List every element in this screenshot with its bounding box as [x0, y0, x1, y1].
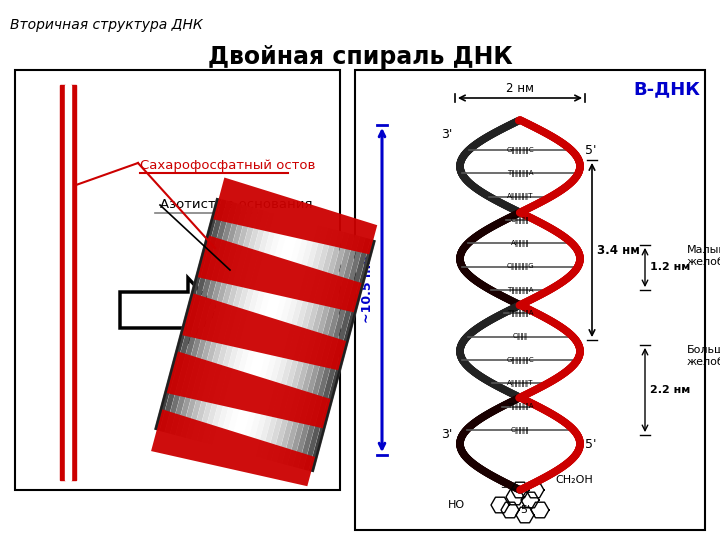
Text: 1.2 нм: 1.2 нм — [650, 262, 690, 272]
Text: 5': 5' — [585, 144, 596, 157]
Text: C‖‖‖: C‖‖‖ — [513, 333, 528, 340]
Text: A‖‖‖‖‖T: A‖‖‖‖‖T — [507, 193, 534, 200]
Text: ~10.5 п.н.: ~10.5 п.н. — [361, 251, 374, 323]
Polygon shape — [197, 209, 264, 442]
Polygon shape — [176, 204, 243, 437]
Text: 5': 5' — [585, 438, 596, 451]
Text: Вторичная структура ДНК: Вторичная структура ДНК — [10, 18, 203, 32]
Bar — [15, 70, 340, 490]
Bar — [71, 85, 76, 480]
Text: 3.4 нм: 3.4 нм — [597, 244, 640, 256]
Text: Сахарофосфатный остов: Сахарофосфатный остов — [140, 159, 315, 172]
Polygon shape — [234, 219, 301, 453]
Polygon shape — [276, 231, 344, 464]
Text: T‖‖‖‖‖A: T‖‖‖‖‖A — [507, 170, 534, 177]
Polygon shape — [192, 208, 258, 441]
Text: 2.2 нм: 2.2 нм — [650, 385, 690, 395]
Polygon shape — [151, 409, 315, 486]
Polygon shape — [311, 240, 376, 472]
Polygon shape — [181, 205, 248, 438]
Text: C‖‖‖‖‖G: C‖‖‖‖‖G — [506, 263, 534, 270]
Text: 3': 3' — [441, 429, 452, 442]
Polygon shape — [166, 352, 330, 428]
Text: Азотистые основания: Азотистые основания — [160, 199, 312, 212]
Text: CH₂OH: CH₂OH — [555, 475, 593, 485]
Polygon shape — [155, 198, 219, 430]
Polygon shape — [292, 235, 360, 468]
Bar — [355, 70, 705, 530]
Text: Большой
желобок: Большой желобок — [687, 345, 720, 367]
Text: T‖‖‖‖‖A: T‖‖‖‖‖A — [507, 310, 534, 317]
Polygon shape — [170, 202, 238, 435]
Text: T‖‖‖‖‖A: T‖‖‖‖‖A — [507, 403, 534, 410]
Polygon shape — [309, 239, 376, 472]
Polygon shape — [303, 238, 371, 471]
Text: G‖‖‖‖‖C: G‖‖‖‖‖C — [506, 356, 534, 363]
Polygon shape — [287, 233, 354, 467]
Bar — [60, 85, 65, 480]
Polygon shape — [120, 278, 218, 342]
Text: A‖‖‖‖: A‖‖‖‖ — [510, 240, 529, 247]
Polygon shape — [186, 206, 253, 440]
Text: В-ДНК: В-ДНК — [633, 80, 700, 98]
Polygon shape — [256, 225, 323, 458]
Text: T‖‖‖‖‖A: T‖‖‖‖‖A — [507, 287, 534, 294]
Polygon shape — [223, 216, 291, 449]
Polygon shape — [198, 235, 361, 312]
Polygon shape — [282, 232, 349, 465]
Text: A‖‖‖‖‖T: A‖‖‖‖‖T — [507, 380, 534, 387]
Polygon shape — [239, 220, 307, 454]
Polygon shape — [298, 236, 365, 469]
Polygon shape — [266, 228, 333, 461]
Text: Малый
желобок: Малый желобок — [687, 245, 720, 267]
Text: 5': 5' — [520, 505, 530, 515]
Polygon shape — [182, 293, 346, 370]
Polygon shape — [218, 215, 285, 448]
Polygon shape — [245, 222, 312, 455]
Polygon shape — [202, 211, 269, 444]
Polygon shape — [159, 199, 227, 433]
Polygon shape — [229, 218, 296, 451]
Text: 3': 3' — [500, 480, 510, 490]
Text: Двойная спираль ДНК: Двойная спираль ДНК — [207, 45, 513, 69]
Polygon shape — [207, 212, 274, 445]
Text: 2 нм: 2 нм — [506, 82, 534, 94]
Polygon shape — [213, 178, 377, 254]
Polygon shape — [261, 226, 328, 460]
Polygon shape — [271, 229, 338, 462]
Bar — [65, 85, 71, 480]
Polygon shape — [250, 224, 318, 457]
Text: HO: HO — [448, 500, 465, 510]
Text: C‖‖‖‖: C‖‖‖‖ — [510, 427, 529, 434]
Polygon shape — [165, 200, 232, 434]
Text: G‖‖‖‖‖C: G‖‖‖‖‖C — [506, 146, 534, 153]
Polygon shape — [154, 198, 221, 431]
Text: C‖‖‖‖: C‖‖‖‖ — [510, 217, 529, 224]
Text: 3': 3' — [441, 129, 452, 141]
Polygon shape — [212, 213, 280, 447]
